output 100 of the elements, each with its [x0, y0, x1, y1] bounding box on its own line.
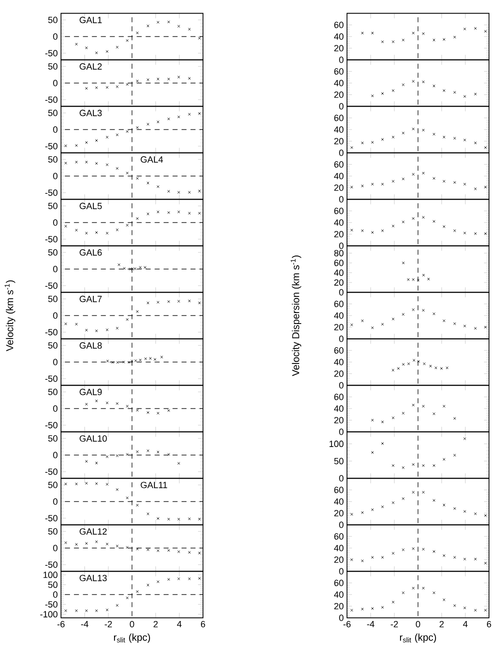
point [453, 36, 456, 38]
point [463, 28, 466, 30]
point [484, 232, 487, 235]
point [136, 408, 139, 412]
point [350, 228, 354, 232]
point [442, 319, 446, 322]
y-tick-label: 0 [53, 33, 58, 40]
y-tick-label: 40 [334, 358, 344, 366]
point [136, 217, 139, 220]
point [85, 232, 88, 235]
y-tick-label: 0 [339, 103, 344, 110]
point [156, 300, 160, 304]
point [453, 229, 456, 232]
point [116, 46, 119, 49]
y-tick-label: 50 [48, 63, 58, 70]
point [106, 232, 109, 235]
y-tick-label: 0 [53, 544, 58, 552]
y-tick-label: 100 [44, 572, 58, 578]
point [453, 604, 456, 607]
annotation: GAL4 [140, 156, 163, 163]
point [116, 133, 119, 136]
point [136, 548, 139, 550]
point [156, 20, 160, 24]
point [85, 328, 88, 332]
point [136, 32, 139, 34]
x-tick-label: 4 [177, 620, 182, 628]
point [198, 577, 201, 580]
point [432, 591, 436, 594]
point [116, 488, 119, 491]
point [422, 172, 425, 175]
point [432, 499, 436, 502]
point [442, 598, 446, 602]
y-tick-label: -50 [45, 468, 58, 475]
point [198, 36, 201, 40]
y-tick-label: 80 [334, 250, 344, 256]
point [116, 167, 119, 170]
point [361, 559, 364, 562]
y-tick-label: 0 [53, 80, 58, 86]
point [64, 482, 68, 486]
point [146, 449, 150, 452]
point [484, 30, 487, 33]
point [126, 172, 129, 174]
point [422, 216, 425, 219]
y-tick-label: 20 [334, 556, 344, 563]
point [167, 578, 170, 581]
point [85, 609, 88, 612]
point [167, 118, 170, 120]
y-tick-label: 0 [339, 56, 344, 63]
point [442, 225, 446, 228]
y-tick-label: 60 [334, 22, 344, 28]
point [95, 609, 98, 612]
point [453, 507, 456, 510]
point [371, 556, 374, 559]
y-tick-label: -50 [45, 514, 58, 522]
point [95, 482, 98, 485]
point [453, 90, 456, 94]
x-tick-label: -2 [390, 620, 398, 628]
point [371, 418, 374, 422]
y-tick-label: 0 [53, 266, 58, 272]
point [392, 368, 394, 372]
point [381, 505, 384, 508]
point [85, 542, 88, 545]
point [177, 462, 180, 465]
point [75, 543, 78, 546]
point [432, 464, 436, 467]
point [422, 404, 425, 408]
y-tick-label: 50 [48, 528, 58, 535]
y-tick-label: 50 [48, 342, 58, 349]
y-tick-label: 0 [339, 614, 344, 621]
point [95, 162, 98, 165]
point [474, 27, 477, 30]
point [350, 558, 354, 562]
y-tick-label: 0 [339, 568, 344, 574]
y-tick-label: 20 [334, 602, 344, 610]
point [167, 190, 170, 193]
x-tick-label: -6 [343, 620, 351, 628]
y-tick-label: 40 [334, 126, 344, 133]
y-tick-label: 40 [334, 270, 344, 276]
point [453, 417, 456, 420]
point [188, 190, 191, 194]
point [412, 404, 415, 406]
y-tick-label: 40 [334, 312, 344, 319]
point [422, 464, 425, 467]
point [432, 312, 436, 316]
point [106, 455, 109, 458]
annotation: GAL5 [80, 202, 102, 210]
annotation: GAL2 [80, 63, 102, 70]
point [402, 220, 405, 224]
y-tick-label: 60 [334, 394, 344, 400]
point [442, 554, 446, 557]
point [136, 504, 139, 507]
annotation: GAL13 [80, 574, 107, 582]
point [361, 608, 364, 610]
point [381, 420, 384, 424]
point [396, 367, 400, 370]
point [106, 608, 109, 612]
point [422, 490, 425, 494]
point [432, 176, 436, 180]
point [463, 138, 466, 142]
point [412, 586, 415, 590]
